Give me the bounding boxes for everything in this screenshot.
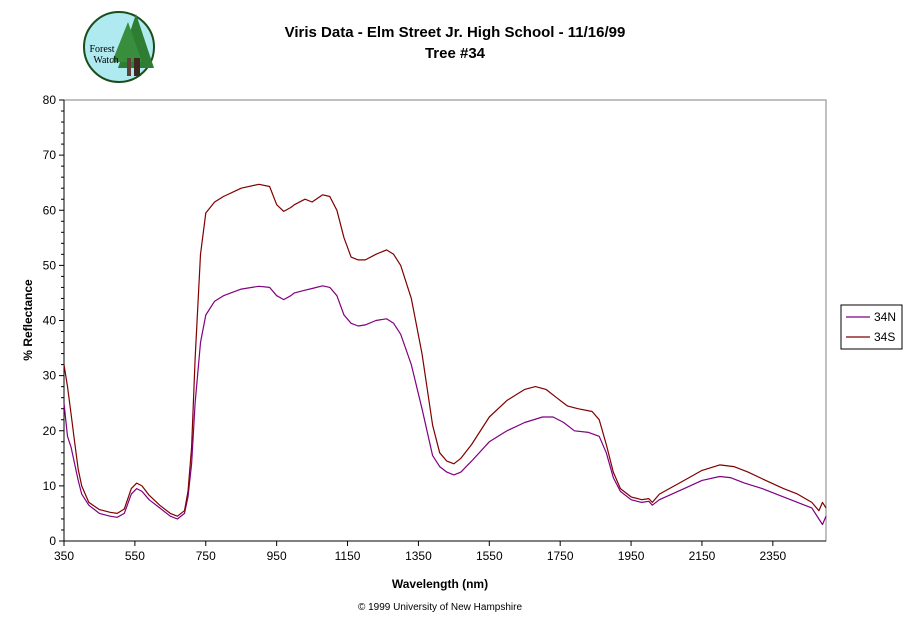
y-tick-label: 20 [43,424,57,438]
y-tick-label: 0 [49,534,56,548]
chart-subtitle: Tree #34 [425,45,486,62]
chart-title: Viris Data - Elm Street Jr. High School … [285,24,626,41]
forest-watch-logo: Forest Watch [83,11,155,83]
x-tick-label: 1550 [476,549,503,563]
legend-label-34N: 34N [874,310,896,324]
y-tick-label: 70 [43,148,57,162]
y-tick-label: 40 [43,314,57,328]
x-tick-label: 950 [267,549,287,563]
x-tick-label: 2350 [759,549,786,563]
logo-text-watch: Watch [93,55,118,66]
logo-text-forest: Forest [90,44,115,55]
copyright-text: © 1999 University of New Hampshire [358,602,523,613]
series-group [63,183,827,526]
x-tick-label: 1150 [335,549,361,563]
y-tick-label: 10 [43,479,57,493]
y-tick-label: 30 [43,369,57,383]
plot-area [63,99,827,542]
y-tick-label: 80 [43,93,57,107]
x-tick-label: 2150 [689,549,716,563]
y-ticks: 0 10 20 30 40 50 60 70 80 [43,93,64,548]
x-ticks: 350 550 750 950 1150 1350 1550 1750 1950 2150 2350 [54,541,787,563]
y-axis-title: % Reflectance [21,279,35,361]
legend-label-34S: 34S [874,330,895,344]
y-tick-label: 50 [43,258,57,272]
x-tick-label: 550 [125,549,145,563]
x-axis-title: Wavelength (nm) [392,577,488,591]
x-tick-label: 350 [54,549,74,563]
x-tick-label: 1950 [618,549,645,563]
x-tick-label: 1350 [405,549,432,563]
y-tick-label: 60 [43,203,57,217]
x-tick-label: 750 [196,549,216,563]
series-line-34N [63,285,827,526]
x-tick-label: 1750 [547,549,574,563]
series-line-34S [63,183,827,517]
